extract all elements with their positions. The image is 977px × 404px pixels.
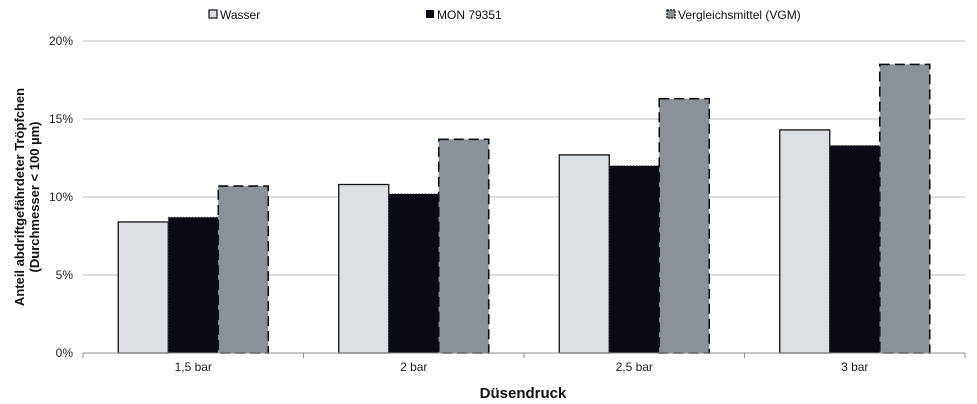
legend: Wasser MON 79351 Vergleichsmittel (VGM) [208, 8, 801, 22]
legend-label: Wasser [220, 8, 260, 22]
bar-wasser [117, 221, 169, 354]
x-tick-label: 3 bar [841, 360, 868, 374]
bar-wasser [338, 183, 390, 354]
y-axis-title-line-1: Anteil abdriftgefährdeter Tröpfchen [12, 88, 27, 306]
y-tick-label: 20% [49, 34, 73, 48]
bar-mon-79351 [829, 145, 881, 354]
bar-mon-79351 [167, 216, 219, 354]
bar-vgm [658, 97, 711, 354]
legend-swatch [426, 10, 434, 18]
x-axis-ticks: 1,5 bar 2 bar 2,5 bar 3 bar [82, 353, 966, 374]
x-axis-title: Düsendruck [480, 385, 567, 402]
x-tick-label: 1,5 bar [175, 360, 212, 374]
bar-wasser [558, 154, 610, 354]
bars [117, 63, 931, 354]
y-tick-label: 10% [49, 190, 73, 204]
y-tick-label: 15% [49, 112, 73, 126]
bar-vgm [437, 138, 490, 354]
x-tick-label: 2 bar [400, 360, 427, 374]
y-tick-label: 0% [56, 346, 74, 360]
legend-label: Vergleichsmittel (VGM) [678, 8, 801, 22]
x-tick-label: 2,5 bar [616, 360, 653, 374]
bar-mon-79351 [388, 193, 440, 354]
bar-vgm [217, 185, 270, 354]
bar-mon-79351 [608, 165, 660, 354]
y-axis-title-line-2: (Durchmesser < 100 µm) [27, 122, 42, 273]
legend-label: MON 79351 [437, 8, 502, 22]
y-axis-ticks: 0% 5% 10% 15% 20% [49, 34, 73, 360]
legend-item: Vergleichsmittel (VGM) [666, 8, 801, 22]
bar-wasser [779, 129, 831, 354]
legend-swatch [666, 9, 676, 19]
legend-swatch [208, 9, 218, 19]
legend-item: Wasser [208, 8, 260, 22]
y-axis-title: Anteil abdriftgefährdeter Tröpfchen (Dur… [12, 88, 42, 306]
y-tick-label: 5% [56, 268, 74, 282]
legend-item: MON 79351 [426, 8, 502, 22]
bar-vgm [878, 63, 931, 354]
